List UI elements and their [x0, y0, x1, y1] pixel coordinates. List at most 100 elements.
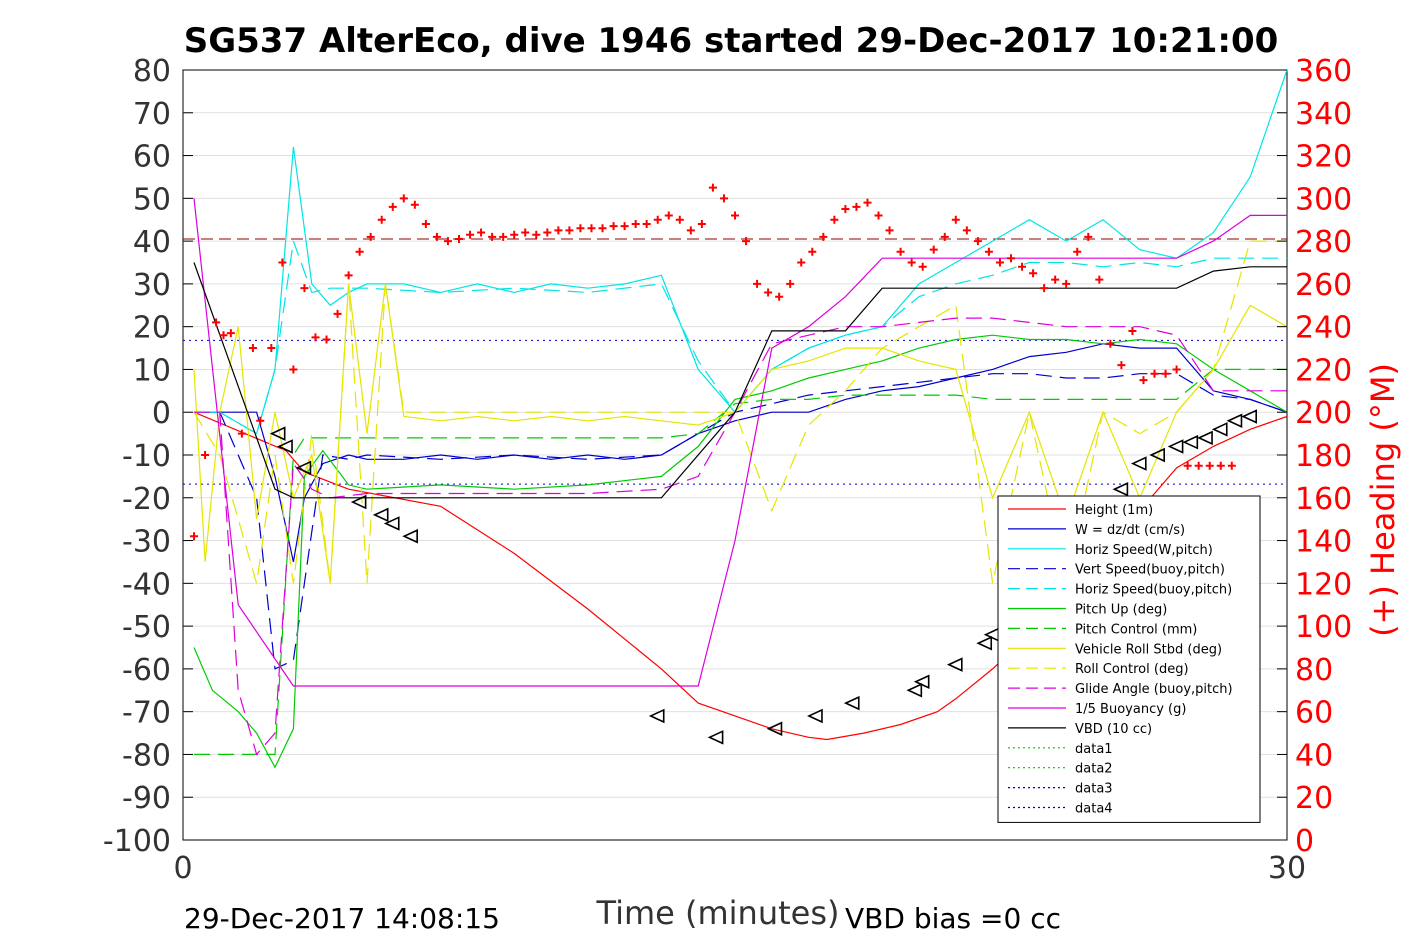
- heading-point: [1183, 461, 1192, 470]
- left-tick-label: -100: [103, 824, 171, 859]
- heading-point: [885, 226, 894, 235]
- heading-point: [808, 247, 817, 256]
- triangle-marker: [1130, 456, 1147, 471]
- heading-point: [443, 237, 452, 246]
- heading-point: [775, 292, 784, 301]
- series-line-pitch-up-deg: [193, 334, 1288, 769]
- heading-point: [940, 232, 949, 241]
- series-line-vbd-10-cc: [193, 262, 1287, 499]
- heading-point: [510, 230, 519, 239]
- left-tick-label: 60: [133, 140, 171, 175]
- left-tick-label: 80: [133, 54, 171, 89]
- heading-point: [874, 211, 883, 220]
- heading-point: [1194, 461, 1203, 470]
- left-tick-label: 20: [133, 311, 171, 346]
- legend-label: Horiz Speed(buoy,pitch): [1075, 583, 1232, 598]
- heading-point: [1139, 376, 1148, 385]
- x-axis-label: Time (minutes): [596, 894, 840, 932]
- heading-point: [576, 224, 585, 233]
- heading-point: [962, 226, 971, 235]
- triangle-marker: [1149, 447, 1165, 463]
- heading-point: [1007, 254, 1015, 263]
- triangle-marker: [1182, 434, 1199, 450]
- heading-point: [543, 228, 552, 237]
- heading-point: [863, 198, 872, 207]
- heading-point: [742, 237, 751, 246]
- heading-point: [731, 211, 739, 220]
- heading-point: [1205, 461, 1214, 470]
- series-line-horiz-speed-w-pitch: [194, 69, 1288, 435]
- right-tick-label: 180: [1295, 439, 1352, 474]
- legend-label: Pitch Up (deg): [1075, 603, 1167, 618]
- series-line-roll-control-deg: [193, 240, 1287, 584]
- right-tick-label: 360: [1295, 54, 1352, 89]
- footer-vbd-bias: VBD bias =0 cc: [845, 902, 1061, 935]
- right-tick-label: 40: [1295, 738, 1333, 773]
- triangle-marker: [402, 529, 418, 544]
- right-axis-label: (+) Heading (°M): [1364, 363, 1402, 637]
- legend-label: Horiz Speed(W,pitch): [1075, 543, 1213, 558]
- heading-point: [256, 416, 265, 425]
- left-tick-label: 70: [133, 97, 171, 132]
- reference-lines: [183, 238, 1287, 485]
- heading-point: [1216, 461, 1225, 470]
- heading-point: [1095, 275, 1104, 284]
- heading-point: [432, 232, 441, 241]
- triangle-marker: [1167, 439, 1184, 454]
- heading-point: [1018, 262, 1027, 271]
- right-tick-label: 280: [1295, 225, 1352, 260]
- triangle-marker: [906, 683, 923, 698]
- heading-point: [973, 237, 982, 246]
- heading-point: [1084, 232, 1093, 241]
- heading-point: [609, 222, 618, 231]
- heading-point: [190, 532, 199, 541]
- heading-point: [565, 226, 574, 235]
- heading-point: [333, 309, 342, 318]
- triangle-marker: [1112, 481, 1129, 497]
- heading-point: [697, 220, 706, 228]
- heading-point: [631, 220, 640, 228]
- heading-point: [753, 279, 762, 288]
- chart-title: SG537 AlterEco, dive 1946 started 29-Dec…: [184, 21, 1279, 61]
- heading-point: [1106, 339, 1115, 348]
- heading-point: [907, 258, 916, 267]
- right-tick-label: 260: [1295, 268, 1352, 303]
- triangle-marker: [1211, 422, 1228, 437]
- heading-point: [1128, 326, 1137, 335]
- heading-point: [686, 226, 695, 235]
- heading-point: [786, 279, 795, 288]
- heading-point: [819, 232, 828, 241]
- triangle-marker: [766, 721, 783, 737]
- left-tick-label: -10: [122, 439, 171, 474]
- right-tick-label: 0: [1295, 824, 1314, 859]
- heading-point: [708, 183, 717, 192]
- heading-point: [995, 258, 1004, 267]
- heading-point: [797, 258, 806, 267]
- heading-point: [278, 258, 287, 267]
- left-tick-label: -40: [122, 567, 171, 602]
- heading-point: [201, 451, 210, 459]
- right-tick-label: 80: [1295, 653, 1333, 688]
- right-y-axis: 3603403203002802602402202001801601401201…: [1277, 54, 1352, 859]
- heading-point: [841, 205, 850, 214]
- heading-point: [267, 344, 276, 353]
- heading-point: [377, 215, 386, 224]
- heading-point: [1051, 275, 1060, 284]
- triangle-marker: [295, 460, 312, 476]
- heading-point: [764, 288, 773, 297]
- left-tick-label: 30: [133, 268, 171, 303]
- legend-label: Roll Control (deg): [1075, 662, 1189, 677]
- left-tick-label: -30: [122, 525, 171, 560]
- series-line-1-5-buoyancy-g: [193, 198, 1287, 687]
- heading-point: [642, 220, 651, 228]
- right-tick-label: 160: [1295, 482, 1352, 517]
- left-tick-label: -80: [122, 738, 171, 773]
- heading-point: [344, 271, 353, 280]
- heading-point: [830, 215, 839, 224]
- left-tick-label: -60: [122, 653, 171, 688]
- legend-label: Vehicle Roll Stbd (deg): [1075, 642, 1222, 657]
- heading-point: [289, 365, 298, 374]
- heading-point: [226, 329, 235, 338]
- right-tick-label: 100: [1295, 610, 1352, 645]
